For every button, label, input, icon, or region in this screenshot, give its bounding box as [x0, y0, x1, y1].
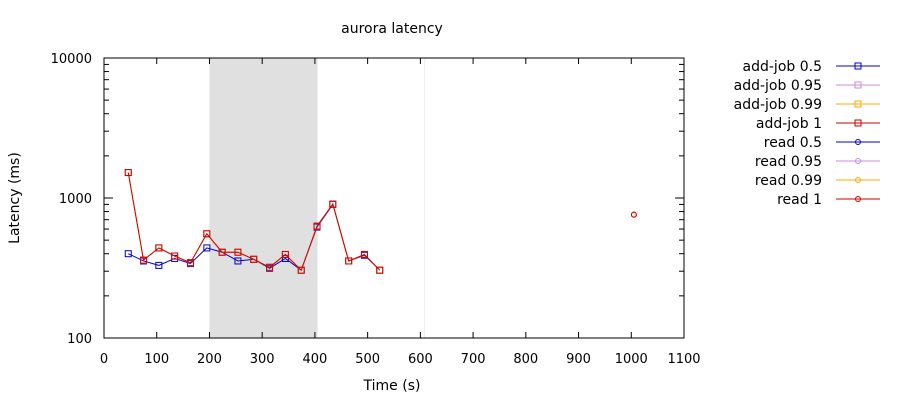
legend-item: read 0.95	[755, 154, 880, 170]
legend-item: add-job 0.95	[734, 78, 880, 94]
data-point	[281, 254, 289, 262]
legend-item: read 0.5	[764, 135, 880, 151]
legend-item: add-job 0.5	[743, 59, 880, 75]
legend-item: add-job 0.99	[734, 97, 880, 113]
legend-swatch-marker	[855, 196, 861, 202]
legend: add-job 0.5 add-job 0.95 add-job 0.99 add-j…	[734, 59, 880, 208]
legend-item: read 1	[777, 192, 880, 208]
data-point	[234, 248, 242, 256]
legend-label: add-job 0.5	[743, 59, 822, 75]
x-tick-label: 1000	[615, 352, 648, 367]
legend-swatch-marker	[854, 119, 862, 127]
legend-label: read 0.99	[755, 173, 822, 189]
x-tick-label: 100	[144, 352, 169, 367]
y-axis-label: Latency (ms)	[7, 152, 23, 244]
x-tick-label: 300	[250, 352, 275, 367]
y-tick-label: 100	[67, 332, 92, 347]
shaded-region-layer	[209, 58, 318, 338]
data-point	[124, 250, 132, 258]
y-tick-label: 1000	[59, 192, 92, 207]
legend-swatch-marker	[854, 62, 862, 70]
data-point	[218, 248, 226, 256]
data-point	[124, 169, 132, 177]
legend-item: read 0.99	[755, 173, 880, 189]
legend-label: read 0.5	[764, 135, 822, 151]
data-point	[186, 259, 194, 267]
x-axis-label: Time (s)	[363, 378, 421, 394]
y-tick-label: 10000	[51, 52, 92, 67]
legend-swatch-marker	[855, 158, 861, 164]
data-point	[281, 250, 289, 258]
legend-swatch-marker	[854, 100, 862, 108]
data-point	[266, 263, 274, 271]
data-point	[155, 244, 163, 252]
legend-label: read 1	[777, 192, 822, 208]
series-add-job-1	[124, 169, 384, 274]
legend-item: add-job 1	[756, 116, 880, 132]
data-point	[250, 255, 258, 263]
data-point	[360, 250, 368, 258]
x-tick-label: 0	[100, 352, 108, 367]
series-read-1	[630, 211, 637, 218]
x-tick-label: 700	[461, 352, 486, 367]
x-tick-label: 400	[302, 352, 327, 367]
legend-label: add-job 0.95	[734, 78, 822, 94]
data-point	[297, 266, 305, 274]
x-tick-label: 1100	[667, 352, 700, 367]
series-layer	[124, 169, 637, 274]
x-tick-label: 600	[408, 352, 433, 367]
legend-swatch-marker	[855, 139, 861, 145]
data-point	[234, 257, 242, 265]
x-tick-label: 500	[355, 352, 380, 367]
data-point	[376, 266, 384, 274]
data-point	[329, 200, 337, 208]
data-point	[140, 256, 148, 264]
data-point	[171, 252, 179, 260]
legend-swatch-marker	[854, 81, 862, 89]
x-tick-label: 900	[566, 352, 591, 367]
legend-label: add-job 0.99	[734, 97, 822, 113]
data-point	[630, 211, 637, 218]
legend-label: add-job 1	[756, 116, 822, 132]
data-point	[155, 261, 163, 269]
shaded-region	[209, 58, 318, 338]
legend-label: read 0.95	[755, 154, 822, 170]
x-tick-label: 200	[197, 352, 222, 367]
series-line	[127, 172, 381, 272]
x-tick-label: 800	[513, 352, 538, 367]
chart-title: aurora latency	[341, 21, 443, 37]
data-point	[203, 244, 211, 252]
data-point	[345, 257, 353, 265]
legend-swatch-marker	[855, 177, 861, 183]
data-point	[313, 222, 321, 230]
axis-layer: 0 100 200 300 400 500 600 700 800 900 1000 1100 100 1…	[51, 52, 701, 367]
plot-frame	[103, 57, 685, 339]
data-point	[203, 230, 211, 238]
